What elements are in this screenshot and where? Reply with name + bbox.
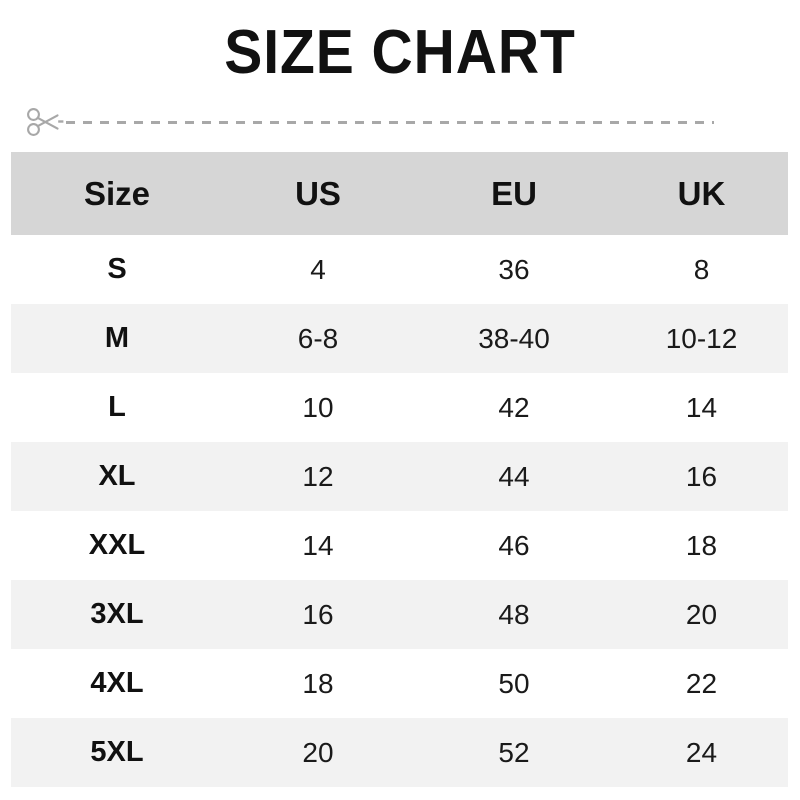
cell-eu: 38-40 xyxy=(478,322,550,354)
table-body: S 4 36 8 M 6-8 38-40 10-12 L 10 42 14 XL… xyxy=(11,235,788,787)
cell-eu: 42 xyxy=(498,391,530,423)
table-header: Size US EU UK xyxy=(11,152,788,235)
size-chart-table: Size US EU UK S 4 36 8 M 6-8 38-40 10-12… xyxy=(11,152,788,787)
cell-eu: 50 xyxy=(498,667,530,699)
cell-size: M xyxy=(104,322,130,354)
table-row: 5XL 20 52 24 xyxy=(11,718,788,787)
page-title-container: SIZE CHART xyxy=(0,22,800,84)
table-row: M 6-8 38-40 10-12 xyxy=(11,304,788,373)
cell-us: 14 xyxy=(302,529,334,561)
cut-here-line xyxy=(24,103,769,141)
cell-eu: 36 xyxy=(498,253,530,285)
cell-us: 10 xyxy=(302,391,334,423)
cell-eu: 44 xyxy=(498,460,530,492)
table-row: 4XL 18 50 22 xyxy=(11,649,788,718)
cell-size: XL xyxy=(98,460,136,492)
cell-size: 3XL xyxy=(90,598,144,630)
cell-size: XXL xyxy=(88,529,146,561)
column-header-uk: UK xyxy=(677,174,726,212)
cell-eu: 48 xyxy=(498,598,530,630)
table-row: S 4 36 8 xyxy=(11,235,788,304)
cell-us: 6-8 xyxy=(297,322,339,354)
cell-uk: 14 xyxy=(685,391,718,423)
cell-size: 4XL xyxy=(90,667,144,699)
cell-uk: 18 xyxy=(685,529,718,561)
cell-size: S xyxy=(107,253,127,285)
table-row: XXL 14 46 18 xyxy=(11,511,788,580)
cell-uk: 16 xyxy=(685,460,718,492)
cell-us: 18 xyxy=(302,667,334,699)
cell-size: 5XL xyxy=(90,736,144,768)
cell-us: 16 xyxy=(302,598,334,630)
column-header-eu: EU xyxy=(491,174,537,212)
table-row: L 10 42 14 xyxy=(11,373,788,442)
cell-uk: 10-12 xyxy=(665,322,738,354)
cell-eu: 46 xyxy=(498,529,530,561)
cell-uk: 22 xyxy=(685,667,718,699)
column-header-size: Size xyxy=(83,174,151,212)
cell-us: 20 xyxy=(302,736,334,768)
scissors-icon xyxy=(27,108,64,136)
page-title: SIZE CHART xyxy=(224,18,576,87)
table-row: 3XL 16 48 20 xyxy=(11,580,788,649)
cell-uk: 20 xyxy=(685,598,718,630)
table-row: XL 12 44 16 xyxy=(11,442,788,511)
cell-uk: 8 xyxy=(693,253,710,285)
dashed-cut-rule xyxy=(66,120,714,124)
cell-us: 12 xyxy=(302,460,334,492)
cell-us: 4 xyxy=(310,253,326,285)
cell-eu: 52 xyxy=(498,736,530,768)
cell-size: L xyxy=(108,391,126,423)
cell-uk: 24 xyxy=(685,736,718,768)
column-header-us: US xyxy=(295,174,341,212)
table-header-row: Size US EU UK xyxy=(11,152,788,235)
